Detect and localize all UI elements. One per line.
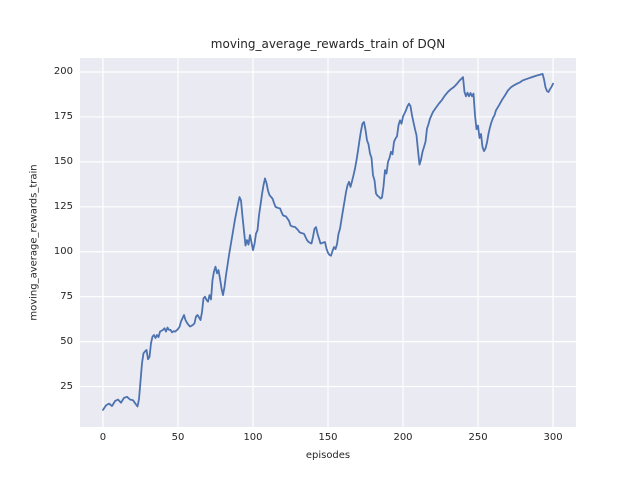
y-tick-label: 100 (53, 245, 73, 257)
x-axis-label: episodes (305, 450, 351, 461)
line-plot (80, 58, 576, 427)
x-tick-label: 50 (171, 432, 185, 443)
x-tick-label: 300 (543, 432, 563, 443)
x-tick-label: 250 (468, 432, 488, 443)
x-tick-label: 100 (243, 432, 263, 443)
x-tick-label: 200 (393, 432, 413, 443)
chart-title: moving_average_rewards_train of DQN (210, 37, 446, 51)
x-tick-label: 150 (318, 432, 338, 443)
x-tick-label: 0 (99, 432, 107, 443)
y-tick-label: 150 (53, 155, 73, 167)
y-tick-label: 200 (53, 66, 73, 78)
reward-line-series (102, 72, 554, 411)
grid-lines (80, 58, 576, 427)
y-tick-label: 25 (60, 380, 73, 392)
plot-area (80, 58, 576, 427)
y-tick-label: 175 (53, 110, 73, 122)
y-tick-label: 50 (60, 335, 73, 347)
y-tick-label: 125 (53, 200, 73, 212)
y-tick-label: 75 (60, 290, 73, 302)
